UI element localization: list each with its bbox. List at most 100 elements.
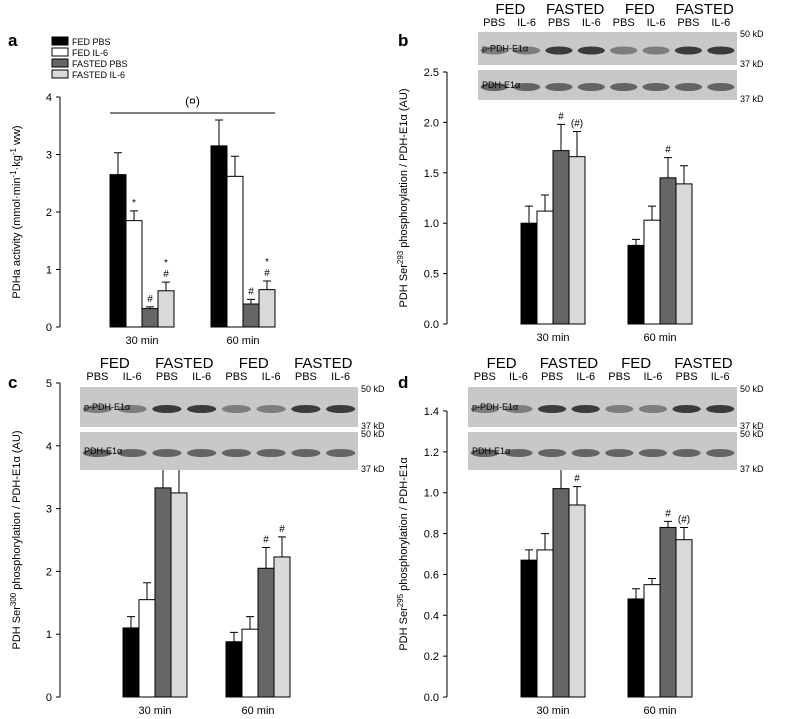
- significance-mark: #: [163, 269, 169, 280]
- error-bar: [648, 205, 656, 221]
- size-marker: 37 kD: [361, 421, 385, 431]
- x-tick-label: 60 min: [226, 335, 259, 347]
- y-tick-label: 2.5: [424, 67, 439, 79]
- size-marker: 37 kD: [740, 94, 764, 104]
- blot-band: [642, 83, 670, 91]
- blot-row-label: PDH-E1α: [472, 446, 510, 456]
- bar: [226, 175, 244, 328]
- error-bar: [664, 520, 672, 528]
- error-bar: [541, 533, 549, 550]
- size-marker: 50 kD: [740, 429, 764, 439]
- y-tick-label: 0.4: [424, 610, 439, 622]
- bar: [643, 219, 661, 325]
- group-label: FASTED: [675, 1, 734, 18]
- bracket-label: (¤): [185, 94, 200, 108]
- group-label: FED: [487, 355, 517, 372]
- group-label: FASTED: [294, 355, 353, 372]
- lane-label: IL-6: [192, 371, 211, 383]
- x-tick-label: 30 min: [536, 332, 569, 344]
- group-label: FASTED: [546, 1, 605, 18]
- y-tick-label: 0: [46, 322, 52, 334]
- group-label: FED: [495, 1, 525, 18]
- significance-mark: #: [574, 474, 580, 485]
- blot-row-label: PDH-E1α: [482, 80, 520, 90]
- lane-label: PBS: [295, 371, 317, 383]
- blot-band: [480, 83, 508, 91]
- group-label: FASTED: [155, 355, 214, 372]
- blot-band: [571, 405, 600, 413]
- lane-label: PBS: [608, 371, 630, 383]
- y-tick-label: 0.5: [424, 269, 439, 281]
- panel-label: a: [8, 31, 18, 50]
- significance-mark: #: [665, 508, 671, 519]
- bar: [659, 526, 677, 698]
- significance-mark: *: [164, 258, 168, 269]
- y-axis-label-superscript: -1: [9, 147, 18, 155]
- error-bar: [262, 547, 270, 569]
- legend-swatch: [51, 47, 69, 57]
- error-bar: [278, 536, 286, 557]
- panel-label: d: [398, 373, 408, 392]
- blot-band: [470, 405, 499, 413]
- size-marker: 37 kD: [740, 59, 764, 69]
- y-tick-label: 3: [46, 150, 52, 162]
- error-bar: [664, 157, 672, 178]
- size-marker: 37 kD: [740, 464, 764, 474]
- error-bar: [231, 155, 239, 177]
- y-tick-label: 1.4: [424, 406, 439, 418]
- size-marker: 37 kD: [740, 421, 764, 431]
- lane-label: IL-6: [711, 371, 730, 383]
- lane-label: IL-6: [262, 371, 281, 383]
- blot-band: [707, 46, 735, 55]
- blot-row-label: p-PDH-E1α: [472, 402, 518, 412]
- y-axis-label-part: PDH Ser: [398, 607, 410, 651]
- blot-band: [545, 46, 573, 55]
- blot-band: [117, 405, 147, 413]
- lane-label: PBS: [613, 17, 635, 29]
- x-tick-label: 30 min: [536, 705, 569, 717]
- significance-mark: #: [279, 524, 285, 535]
- y-tick-label: 0.2: [424, 651, 439, 663]
- error-bar: [632, 238, 640, 246]
- blot-band: [707, 83, 735, 91]
- y-tick-label: 4: [46, 441, 52, 453]
- blot-band: [256, 449, 286, 457]
- y-tick-label: 0.6: [424, 569, 439, 581]
- bar: [675, 183, 693, 325]
- blot-band: [480, 46, 508, 55]
- bar: [520, 559, 538, 698]
- y-axis-label-part: PDH Ser: [11, 606, 23, 650]
- blot-band: [291, 405, 321, 413]
- error-bar: [143, 582, 151, 600]
- y-tick-label: 1.2: [424, 447, 439, 459]
- group-label: FED: [100, 355, 130, 372]
- significance-mark: *: [132, 198, 136, 209]
- blot-band: [605, 449, 634, 457]
- bar: [258, 289, 276, 328]
- blot-band: [256, 405, 286, 413]
- y-axis-label-part: phosphorylation / PDH-E1α (AU): [398, 88, 410, 250]
- blot-band: [674, 83, 703, 91]
- error-bar: [230, 631, 238, 642]
- lane-label: PBS: [86, 371, 108, 383]
- size-marker: 37 kD: [361, 464, 385, 474]
- lane-label: IL-6: [517, 17, 536, 29]
- blot-band: [512, 46, 541, 55]
- blot-band: [152, 449, 182, 457]
- bar: [125, 220, 143, 328]
- lane-label: PBS: [474, 371, 496, 383]
- blot-band: [187, 405, 217, 413]
- lane-label: PBS: [225, 371, 247, 383]
- bar: [241, 628, 259, 698]
- blot-band: [221, 405, 251, 413]
- bar: [568, 156, 586, 325]
- error-bar: [541, 194, 549, 212]
- error-bar: [114, 152, 122, 175]
- y-tick-label: 2.0: [424, 117, 439, 129]
- size-marker: 50 kD: [740, 384, 764, 394]
- blot-band: [221, 449, 251, 457]
- y-tick-label: 0.8: [424, 529, 439, 541]
- y-tick-label: 1: [46, 629, 52, 641]
- x-tick-label: 30 min: [125, 335, 158, 347]
- blot-band: [642, 46, 670, 55]
